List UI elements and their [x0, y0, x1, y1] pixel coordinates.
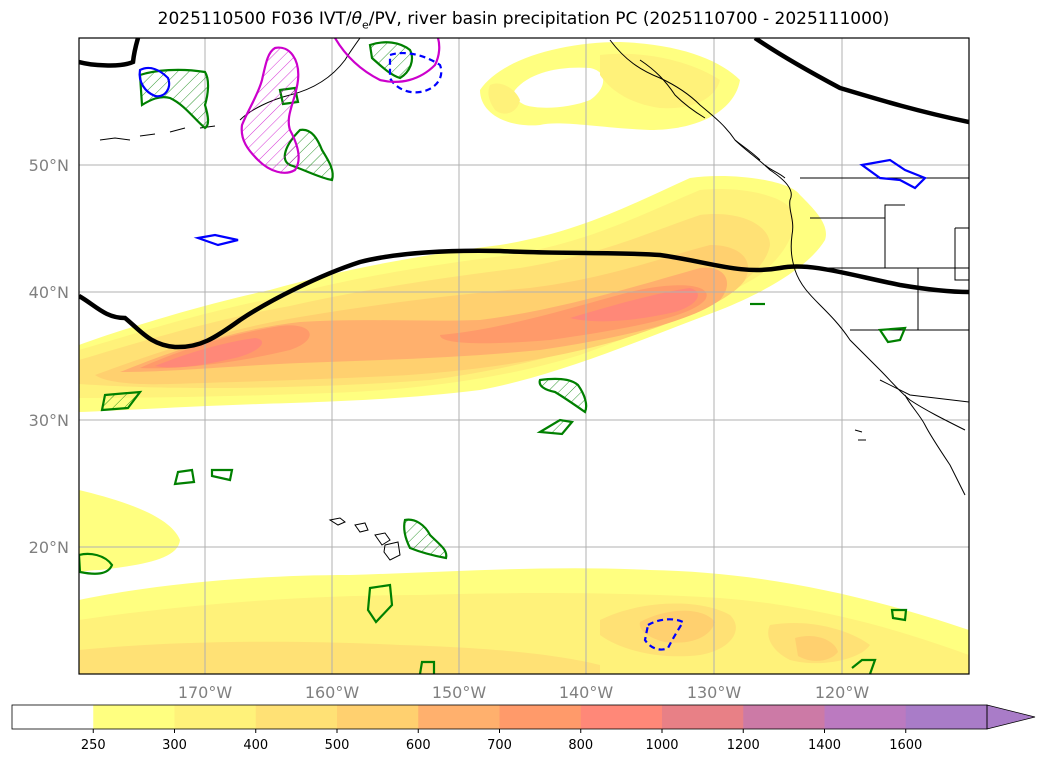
pv-blue-1 — [138, 66, 171, 98]
ivt-north-left — [488, 83, 520, 114]
pv-green-17 — [418, 660, 436, 674]
aleutian-1 — [99, 125, 216, 141]
pv-green-7 — [100, 390, 143, 412]
colorbar-segment — [255, 705, 338, 729]
pv-green-10 — [403, 518, 448, 560]
theta-e-contour-north — [79, 38, 141, 68]
hawaii-4 — [383, 541, 401, 561]
colorbar-tick-label: 1600 — [889, 738, 922, 753]
sw-coast-islands — [854, 429, 866, 441]
lon-label-140w: 140°W — [559, 683, 614, 702]
lat-label-50: 50°N — [29, 156, 69, 175]
colorbar-tick-label: 250 — [81, 738, 106, 753]
lon-label-170w: 170°W — [178, 683, 233, 702]
colorbar-tick-label: 300 — [162, 738, 187, 753]
ivt-band-800 — [155, 288, 698, 368]
lat-label-40: 40°N — [29, 283, 69, 302]
map-frame — [78, 37, 970, 675]
colorbar-tick-label: 1000 — [645, 738, 678, 753]
state-border-1 — [810, 217, 969, 269]
colorbar-tick-label: 400 — [243, 738, 268, 753]
hawaii-1 — [328, 517, 346, 526]
colorbar-tick-label: 600 — [406, 738, 431, 753]
colorbar-segment — [580, 705, 663, 729]
colorbar-extend-arrow — [986, 704, 1036, 730]
graticule — [79, 38, 969, 674]
state-border-6 — [954, 227, 969, 281]
pv-blue-5 — [643, 618, 685, 651]
colorbar-labels: 250 300 400 500 600 700 800 1000 1200 1400 1600 — [81, 729, 922, 753]
pv-green-12 — [79, 552, 114, 575]
ivt-south-500 — [639, 610, 838, 661]
lon-label-160w: 160°W — [305, 683, 360, 702]
pv-blue-3 — [859, 158, 927, 190]
colorbar-segment — [12, 705, 94, 729]
pv-green-9 — [210, 468, 234, 482]
hawaii-2 — [354, 522, 369, 533]
ivt-band-700 — [140, 285, 707, 369]
pv-contours — [79, 38, 927, 674]
pv-green-15 — [851, 658, 877, 674]
pv-green-1 — [138, 68, 210, 130]
ivt-north-hole — [513, 67, 604, 108]
colorbar-tick-label: 1400 — [808, 738, 841, 753]
bc-islands — [734, 139, 786, 179]
lon-label-150w: 150°W — [432, 683, 487, 702]
colorbar-segment — [418, 705, 500, 729]
pv-green-8 — [173, 468, 196, 486]
colorbar-segments — [12, 705, 988, 729]
alaska-se-coast — [639, 59, 706, 119]
colorbar-segment — [337, 705, 419, 729]
lon-label-130w: 130°W — [687, 683, 742, 702]
theta-e-contours — [79, 38, 969, 350]
lon-label-120w: 120°W — [815, 683, 870, 702]
colorbar-tick-label: 800 — [568, 738, 593, 753]
ivt-filled-contours — [79, 42, 969, 674]
mexico-border — [879, 379, 969, 403]
hawaii-3 — [374, 532, 391, 546]
colorbar-segment — [93, 705, 175, 729]
colorbar-tick-label: 1200 — [727, 738, 760, 753]
pv-blue-2 — [193, 233, 239, 247]
colorbar-segment — [174, 705, 257, 729]
colorbar-tick-label: 500 — [325, 738, 350, 753]
pv-magenta-2 — [334, 38, 441, 83]
pv-green-14 — [890, 608, 908, 622]
colorbar: 250 300 400 500 600 700 800 1000 1200 1400 1600 — [11, 704, 1036, 753]
colorbar-segment — [662, 705, 744, 729]
ivt-north-inner — [600, 53, 720, 109]
colorbar-segment — [743, 705, 825, 729]
north-america-coast — [609, 39, 966, 431]
baja-coast — [904, 394, 966, 496]
lat-label-20: 20°N — [29, 538, 69, 557]
pv-green-5 — [538, 377, 588, 414]
ivt-south-band — [79, 490, 180, 572]
colorbar-segment — [905, 705, 988, 729]
colorbar-segment — [824, 705, 907, 729]
map-title: 2025110500 F036 IVT/θe/PV, river basin p… — [157, 9, 890, 32]
colorbar-tick-label: 700 — [487, 738, 512, 753]
pv-green-13 — [878, 326, 907, 344]
pv-magenta-1 — [240, 46, 300, 174]
lat-label-30: 30°N — [29, 411, 69, 430]
colorbar-segment — [499, 705, 582, 729]
state-border-3 — [884, 204, 905, 218]
pv-green-11 — [366, 583, 394, 624]
theta-e-contour-ne — [753, 38, 969, 125]
pv-blue-4 — [388, 51, 443, 94]
theta-e-contour-south — [79, 248, 969, 350]
pv-green-6 — [536, 418, 575, 436]
